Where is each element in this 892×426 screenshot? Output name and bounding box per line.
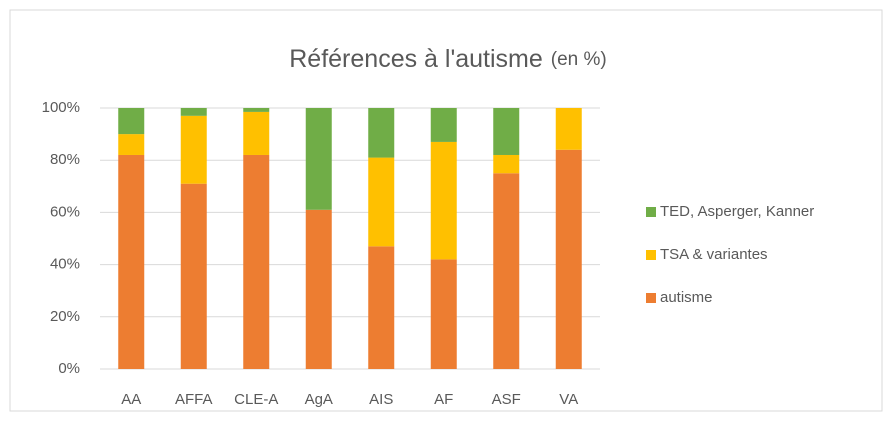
bar-segment xyxy=(368,157,395,247)
legend-label: TSA & variantes xyxy=(660,246,768,263)
bar-segment xyxy=(305,209,332,369)
chart-subtitle: (en %) xyxy=(551,49,607,70)
bar-segment xyxy=(243,111,270,155)
x-tick-label: AgA xyxy=(305,391,333,408)
bar-segment xyxy=(180,115,207,184)
bar-segment xyxy=(493,173,520,369)
x-tick-label: AIS xyxy=(369,391,393,408)
bar-segment xyxy=(555,149,582,369)
bar-segment xyxy=(243,108,270,112)
bar-segment xyxy=(305,108,332,210)
legend-swatch xyxy=(646,293,656,303)
legend-swatch xyxy=(646,250,656,260)
y-tick-label: 60% xyxy=(50,203,80,220)
x-tick-label: VA xyxy=(559,391,578,408)
bar-segment xyxy=(430,141,457,260)
bar-segment xyxy=(243,154,270,369)
chart-title-group: Références à l'autisme (en %) xyxy=(289,45,606,73)
x-tick-label: AF xyxy=(434,391,453,408)
y-tick-label: 80% xyxy=(50,151,80,168)
y-tick-label: 0% xyxy=(58,360,80,377)
bar-segment xyxy=(180,108,207,116)
x-tick-label: AA xyxy=(121,391,141,408)
legend-swatch xyxy=(646,207,656,217)
y-tick-label: 20% xyxy=(50,308,80,325)
y-tick-label: 100% xyxy=(42,99,80,116)
legend-label: autisme xyxy=(660,289,713,306)
bar-segment xyxy=(430,108,457,142)
bar-segment xyxy=(493,108,520,155)
bar-segment xyxy=(118,134,145,155)
bar-segment xyxy=(180,183,207,369)
bar-segment xyxy=(368,246,395,369)
bar-segment xyxy=(430,259,457,369)
x-tick-label: CLE-A xyxy=(234,391,278,408)
bar-segment xyxy=(118,108,145,135)
bar-segment xyxy=(368,108,395,158)
x-tick-label: AFFA xyxy=(175,391,213,408)
chart-title: Références à l'autisme xyxy=(289,45,543,73)
legend-label: TED, Asperger, Kanner xyxy=(660,203,814,220)
y-tick-label: 40% xyxy=(50,256,80,273)
bar-segment xyxy=(493,154,520,174)
bar-segment xyxy=(555,108,582,150)
bar-segment xyxy=(118,154,145,369)
x-tick-label: ASF xyxy=(492,391,521,408)
